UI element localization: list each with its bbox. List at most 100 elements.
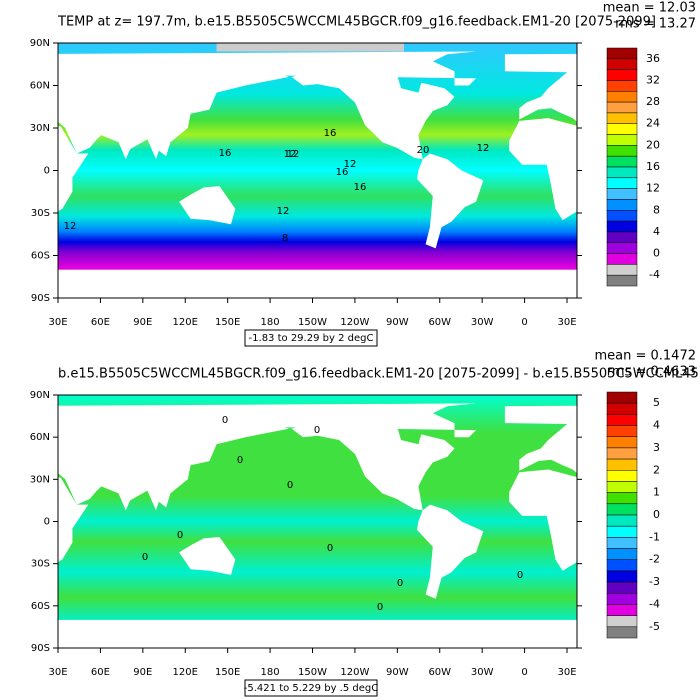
colorbar-label: 36 [646, 52, 660, 65]
colorbar-label: -3 [649, 575, 660, 588]
info-box [244, 679, 378, 697]
lon-label: 30E [557, 317, 576, 328]
contour-label: 16 [324, 128, 337, 139]
lat-label: 90S [31, 293, 50, 304]
title: TEMP at z= 197.7m, b.e15.B5505C5WCCML45B… [57, 15, 656, 30]
contour-label: 12 [287, 149, 300, 160]
land [179, 537, 236, 575]
colorbar-box [606, 112, 638, 124]
colorbar-label: 24 [646, 117, 660, 130]
lat-label: 30S [31, 559, 50, 570]
colorbar-box [606, 626, 638, 639]
mean: mean = 12.03 [603, 1, 696, 16]
colorbar-box [606, 210, 638, 222]
colorbar-label: -1 [649, 530, 660, 543]
colorbar-box [606, 414, 638, 426]
contour-label: 12 [64, 221, 77, 232]
lon-label: 30E [48, 317, 67, 328]
land [58, 403, 477, 438]
land [179, 186, 236, 225]
colorbar-box [606, 177, 638, 189]
colorbar-label: 16 [646, 160, 660, 173]
colorbar-box [606, 231, 638, 243]
lon-label: 180 [261, 317, 280, 328]
colorbar-box [606, 470, 638, 482]
colorbar-label: 1 [653, 486, 660, 499]
contour-info: -5.421 to 5.229 by .5 degC [244, 683, 378, 694]
colorbar-box [606, 458, 638, 471]
land [519, 69, 577, 122]
colorbar-box [606, 525, 638, 538]
colorbar-box [606, 570, 638, 583]
colorbar-box [606, 559, 638, 572]
rms: rms = 0.4633 [607, 365, 696, 380]
lon-label: 120E [173, 667, 198, 678]
contour-label: 0 [177, 530, 183, 541]
lat-label: 90N [30, 390, 50, 401]
lat-label: 60S [31, 251, 50, 262]
contour-label: 12 [344, 159, 357, 170]
lon-label: 0 [521, 317, 527, 328]
lon-label: 150W [298, 667, 327, 678]
colorbar-box [606, 274, 638, 287]
colorbar-box [606, 514, 638, 527]
lon-label: 90E [133, 317, 152, 328]
colorbar-box [606, 155, 638, 168]
lon-label: 150E [215, 667, 240, 678]
antarctica [58, 269, 577, 298]
contour-label: 12 [277, 206, 290, 217]
contour-label: 0 [327, 543, 333, 554]
land [291, 69, 455, 160]
contour-label: 16 [354, 182, 367, 193]
mean: mean = 0.1472 [594, 349, 696, 364]
colorbar-label: -4 [649, 268, 660, 281]
info-box [244, 329, 378, 347]
colorbar-box [606, 134, 638, 146]
colorbar-label: 0 [653, 247, 660, 260]
colorbar-label: -4 [649, 597, 660, 610]
colorbar-label: 32 [646, 73, 660, 86]
contour-label: 8 [282, 233, 288, 244]
colorbar-box [606, 593, 638, 605]
lon-label: 120W [340, 317, 369, 328]
colorbar-box [606, 123, 638, 135]
land [509, 118, 577, 221]
land [504, 405, 577, 425]
land [417, 504, 484, 599]
colorbar-box [606, 199, 638, 211]
lat-label: 30S [31, 208, 50, 219]
colorbar-label: -5 [649, 620, 660, 633]
title: b.e15.B5505C5WCCML45BGCR.f09_g16.feedbac… [58, 367, 700, 382]
map [58, 43, 577, 298]
colorbar-box [606, 615, 638, 628]
colorbar-box [606, 145, 638, 157]
contour-label: 20 [417, 145, 430, 156]
contour-label: 0 [517, 570, 523, 581]
colorbar-box [606, 391, 638, 404]
colorbar-label: 4 [653, 419, 660, 432]
land [519, 421, 577, 474]
contour-info: -1.83 to 29.29 by 2 degC [249, 333, 374, 344]
colorbar-box [606, 492, 638, 505]
land [58, 125, 89, 212]
contour-label: 0 [142, 552, 148, 563]
land [291, 421, 455, 511]
lat-label: 90N [30, 38, 50, 49]
lon-label: 60E [91, 667, 110, 678]
lon-label: 180 [261, 667, 280, 678]
colorbar-box [606, 503, 638, 516]
contour-label: 16 [219, 148, 232, 159]
lat-label: 0 [44, 517, 50, 528]
contour-label: 0 [314, 425, 320, 436]
contour-label: 0 [222, 415, 228, 426]
contour-label: 0 [287, 480, 293, 491]
contour-label: 0 [397, 578, 403, 589]
colorbar-box [606, 188, 638, 200]
lat-label: 30N [30, 123, 50, 134]
colorbar-label: 12 [646, 182, 660, 195]
colorbar-label: -2 [649, 553, 660, 566]
colorbar-box [606, 447, 638, 460]
colorbar-label: 20 [646, 138, 660, 151]
colorbar-box [606, 253, 638, 265]
